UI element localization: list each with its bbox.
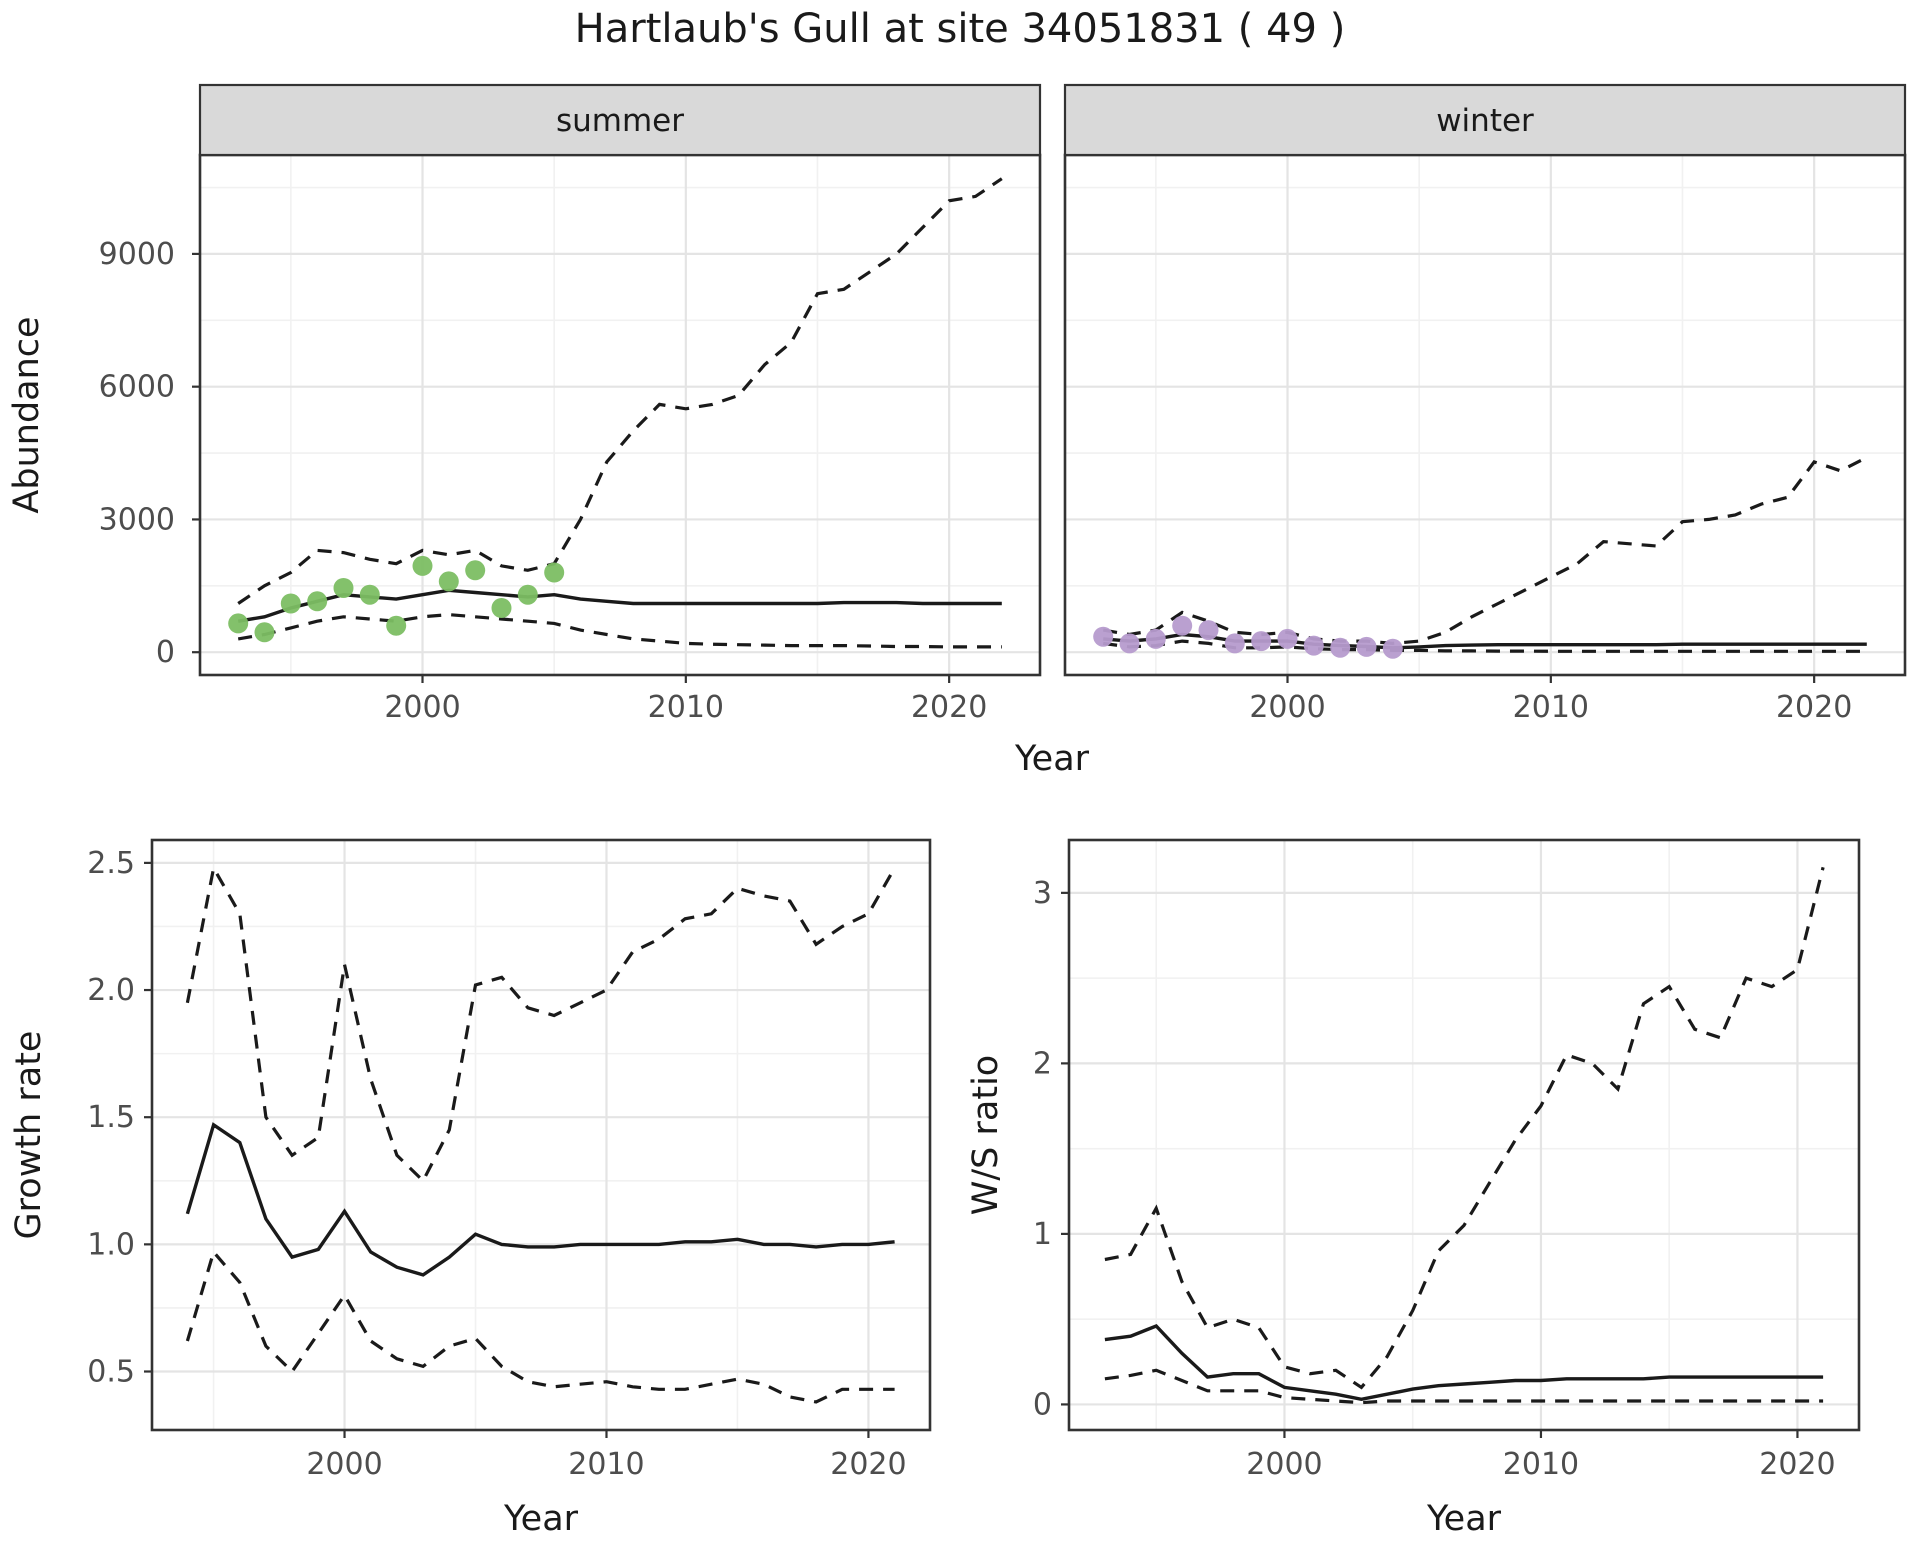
panel-background [152, 840, 930, 1430]
growth-rate-chart: 2000 2010 2020 0.5 1.0 1.5 2.0 2.5 Year Growth ra… [9, 838, 932, 1539]
observation-point [412, 555, 433, 576]
observation-point [1145, 628, 1166, 649]
panel-data [185, 863, 896, 1404]
observation-point [333, 578, 354, 598]
facet-strip-label: summer [556, 103, 684, 139]
x-tick-label: 2010 [648, 690, 724, 725]
major-gridlines [200, 155, 1040, 675]
observation-point [517, 584, 538, 605]
ws_ratio-y-axis-title: W/S ratio [966, 1055, 1006, 1215]
facet-strip-label: winter [1436, 103, 1534, 139]
observation-point [307, 591, 328, 612]
x-tick-label: 2010 [1513, 690, 1589, 725]
panel-data [228, 177, 1003, 649]
observation-point [1330, 637, 1351, 658]
observation-point [1224, 633, 1245, 654]
y-tick-label: 9000 [99, 237, 175, 272]
observation-point [359, 584, 380, 605]
minor-gridlines [152, 840, 930, 1430]
x-tick-label: 2020 [911, 690, 987, 725]
growth_rate-median-line [185, 1122, 895, 1277]
growth_rate-x-axis-title: Year [503, 1499, 579, 1539]
observation-point [1172, 615, 1193, 636]
y-tick-label: 6000 [99, 370, 175, 405]
minor-gridlines [1065, 155, 1905, 675]
observation-point [438, 571, 459, 592]
ws_ratio-x-axis-title: Year [1426, 1499, 1502, 1539]
ws_ratio-upper_ci-line [1104, 866, 1825, 1390]
summer-panel: summer 2000 2010 2020 0 3000 6000 9000 [99, 83, 1042, 725]
summer-lower_ci-line [237, 612, 1002, 649]
x-tick-label: 2000 [1246, 1447, 1322, 1482]
x-tick-label: 2010 [568, 1447, 644, 1482]
y-tick-label: 2.0 [87, 973, 135, 1008]
abundance-facet-chart: summer 2000 2010 2020 0 3000 6000 9000 winter 200… [7, 83, 1907, 779]
y-tick-label: 0 [1033, 1387, 1052, 1422]
ws_ratio-median-line [1104, 1323, 1824, 1402]
panel-border [150, 838, 932, 1432]
winter-observed-points [1093, 615, 1403, 659]
observation-point [1119, 633, 1140, 654]
observation-point [228, 613, 249, 634]
observation-point [386, 615, 407, 636]
x-tick-label: 2000 [1249, 690, 1325, 725]
y-tick-label: 2.5 [87, 846, 135, 881]
observation-point [280, 593, 301, 614]
y-tick-label: 3 [1033, 876, 1052, 911]
observation-point [544, 562, 565, 583]
x-tick-label: 2020 [1759, 1447, 1835, 1482]
winter-upper_ci-line [1102, 456, 1868, 646]
y-tick-label: 0 [156, 635, 175, 670]
panel-border [1067, 838, 1861, 1432]
winter-panel: winter 2000 2010 2020 [1063, 83, 1907, 725]
growth_rate-upper_ci-line [185, 863, 896, 1184]
observation-point [465, 560, 486, 581]
observation-point [1093, 626, 1114, 647]
y-tick-label: 3000 [99, 502, 175, 537]
panel-background [1065, 155, 1905, 675]
major-gridlines [1069, 840, 1859, 1430]
observation-point [491, 598, 512, 618]
growth_rate-lower_ci-line [185, 1248, 895, 1404]
observation-point [1277, 628, 1298, 649]
major-gridlines [152, 840, 930, 1430]
observation-point [1303, 635, 1324, 656]
x-tick-label: 2000 [306, 1447, 382, 1482]
y-tick-label: 1.0 [87, 1227, 135, 1262]
observation-point [1198, 620, 1219, 641]
observation-point [1251, 631, 1272, 652]
ws-ratio-chart: 2000 2010 2020 0 1 2 3 Year W/S ratio [966, 838, 1861, 1539]
y-tick-label: 0.5 [87, 1355, 135, 1390]
summer-observed-points [228, 555, 565, 643]
facet-strip-summer [198, 83, 1042, 157]
x-tick-label: 2000 [384, 690, 460, 725]
observation-point [1382, 638, 1403, 659]
figure-title: Hartlaub's Gull at site 34051831 ( 49 ) [574, 6, 1346, 52]
facet-strip-winter [1063, 83, 1907, 157]
x-tick-label: 2020 [830, 1447, 906, 1482]
y-tick-label: 1.5 [87, 1100, 135, 1135]
x-tick-label: 2010 [1503, 1447, 1579, 1482]
minor-gridlines [1069, 840, 1859, 1430]
title-row: Hartlaub's Gull at site 34051831 ( 49 ) [0, 0, 1920, 58]
panel-background [1069, 840, 1859, 1430]
y-tick-label: 2 [1033, 1046, 1052, 1081]
panel-data [1104, 866, 1825, 1405]
panel-data [1093, 456, 1868, 659]
observation-point [1356, 636, 1377, 657]
summer-upper_ci-line [237, 177, 1003, 605]
y-tick-label: 1 [1033, 1217, 1052, 1252]
growth_rate-y-axis-title: Growth rate [9, 1031, 49, 1240]
abundance-x-axis-title: Year [1014, 739, 1090, 779]
abundance-y-axis-title: Abundance [7, 316, 47, 513]
growth_rate-panel: 2000 2010 2020 0.5 1.0 1.5 2.0 2.5 [87, 838, 932, 1482]
ws_ratio-panel: 2000 2010 2020 0 1 2 3 [1033, 838, 1861, 1482]
major-gridlines [1065, 155, 1905, 675]
x-tick-label: 2020 [1776, 690, 1852, 725]
ws_ratio-lower_ci-line [1104, 1368, 1824, 1405]
observation-point [254, 622, 275, 643]
bottom-charts-row: 2000 2010 2020 0.5 1.0 1.5 2.0 2.5 Year Growth ra… [0, 800, 1920, 1560]
